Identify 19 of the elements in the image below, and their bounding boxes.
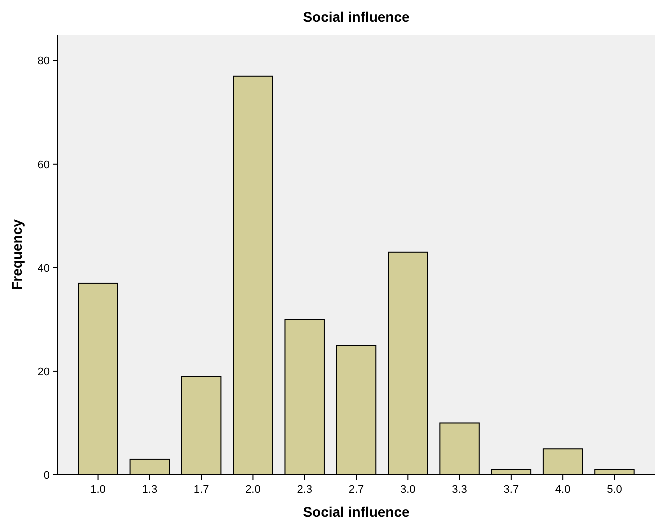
x-tick-label: 2.7: [348, 484, 364, 496]
y-tick-label: 40: [38, 262, 50, 275]
y-axis-title: Frequency: [9, 219, 25, 290]
x-tick-label: 3.7: [504, 484, 520, 496]
x-tick-label: 5.0: [607, 484, 622, 496]
x-tick-label: 1.0: [90, 484, 106, 496]
chart-title: Social influence: [303, 9, 410, 25]
x-tick-label: 2.0: [246, 484, 261, 496]
x-tick-label: 3.0: [400, 484, 416, 496]
x-tick-label: 4.0: [555, 484, 571, 496]
x-tick-label: 3.3: [452, 484, 468, 496]
x-tick-label: 1.7: [194, 484, 210, 496]
y-tick-label: 60: [38, 159, 50, 172]
y-tick-label: 80: [38, 56, 50, 68]
y-tick-label: 0: [44, 470, 50, 482]
x-tick-label: 2.3: [297, 484, 313, 496]
y-tick-label: 20: [38, 366, 50, 378]
x-axis-title: Social influence: [303, 504, 410, 520]
x-tick-label: 1.3: [142, 484, 158, 496]
